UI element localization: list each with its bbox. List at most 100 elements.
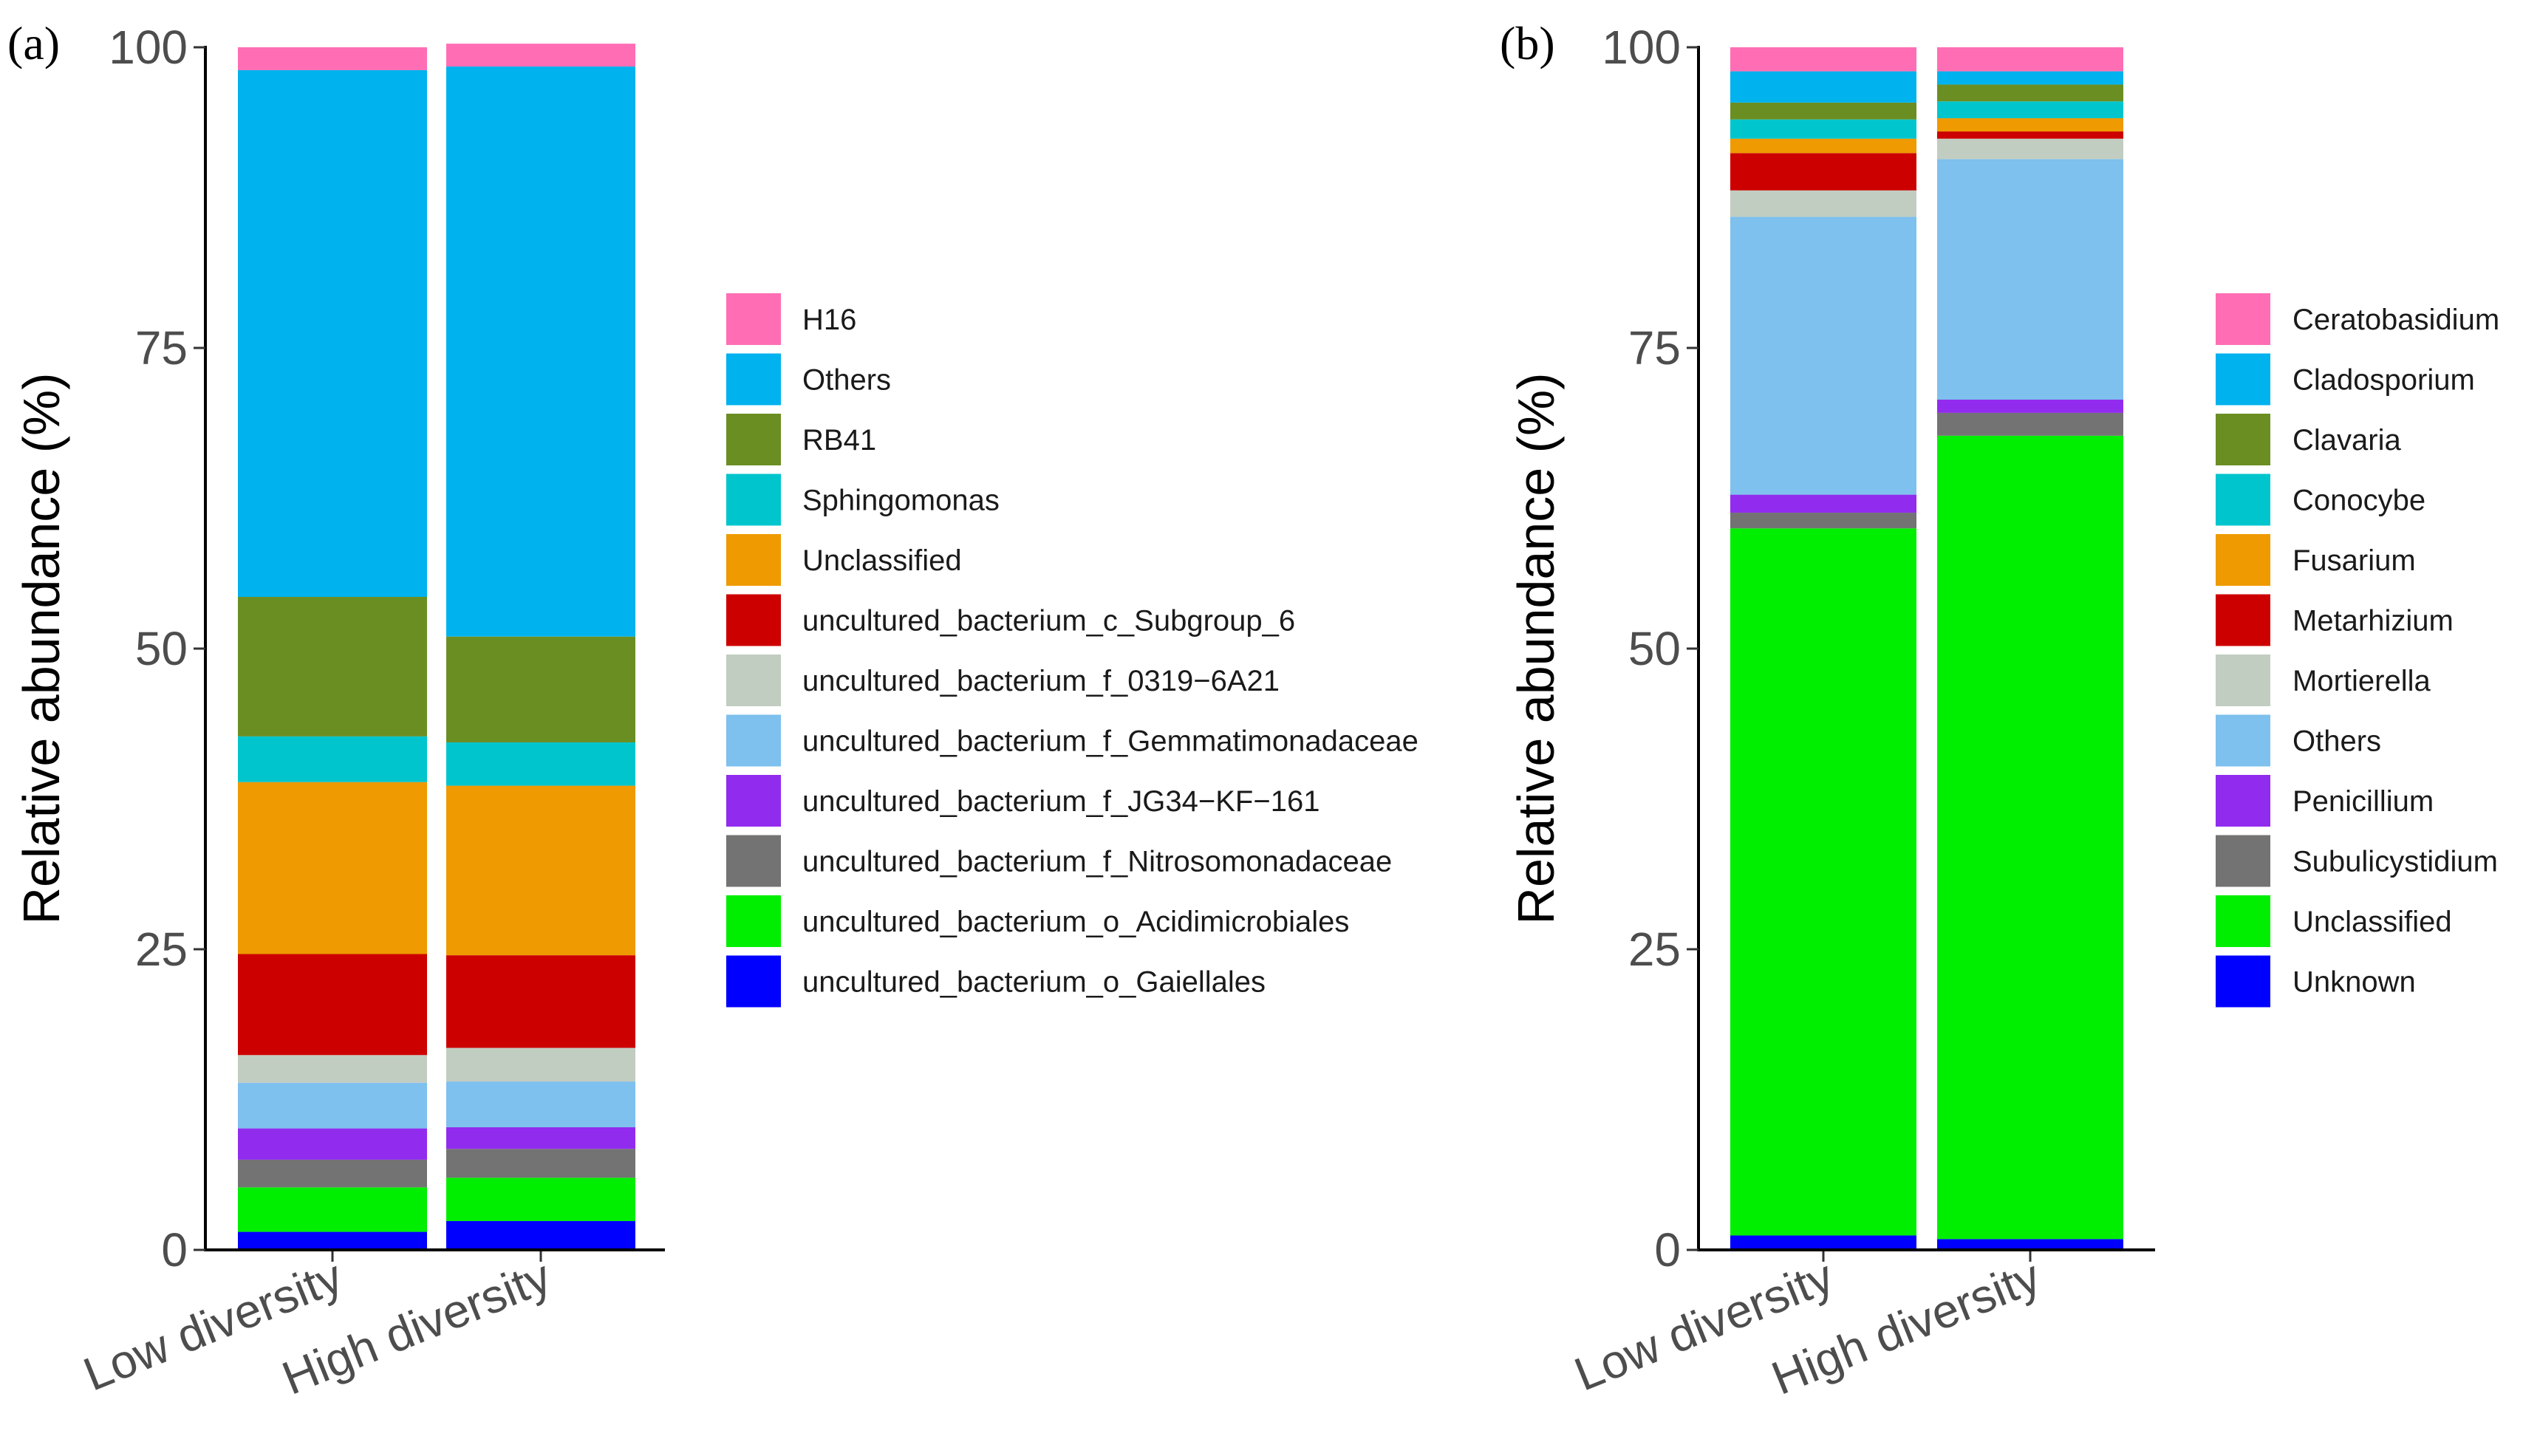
legend-swatch-3 <box>726 474 781 526</box>
bar-segment-low-7 <box>238 782 427 954</box>
legend-swatch-1 <box>726 353 781 406</box>
legend-label-0: H16 <box>802 304 856 336</box>
legend-swatch-7 <box>2216 714 2270 767</box>
bar-segment-high-9 <box>446 636 635 742</box>
legend-label-0: Ceratobasidium <box>2292 304 2499 336</box>
bar-segment-low-10 <box>238 69 427 597</box>
y-tick-label-1: 25 <box>135 923 188 976</box>
legend-label-9: uncultured_bacterium_f_Nitrosomonadaceae <box>802 846 1392 878</box>
legend-label-5: uncultured_bacterium_c_Subgroup_6 <box>802 605 1295 638</box>
legend-swatch-11 <box>2216 955 2270 1008</box>
legend-label-11: uncultured_bacterium_o_Gaiellales <box>802 966 1266 999</box>
legend-label-6: Mortierella <box>2292 665 2431 697</box>
bar-segment-high-8 <box>446 742 635 786</box>
panel-label-a: (a) <box>7 17 60 69</box>
legend-swatch-4 <box>2216 534 2270 586</box>
legend-label-1: Others <box>802 364 891 397</box>
bar-segment-low-0 <box>238 1231 427 1250</box>
y-tick-label-0: 0 <box>161 1223 188 1276</box>
bar-segment-high-4 <box>1937 159 2123 400</box>
bar-segment-low-11 <box>238 47 427 70</box>
bar-segment-high-5 <box>446 1047 635 1082</box>
bar-segment-high-11 <box>446 44 635 67</box>
legend-swatch-2 <box>2216 414 2270 465</box>
bar-segment-low-5 <box>238 1055 427 1083</box>
legend-swatch-10 <box>2216 895 2270 947</box>
legend-label-8: Penicillium <box>2292 785 2434 818</box>
legend-swatch-5 <box>2216 594 2270 646</box>
bar-segment-high-1 <box>446 1178 635 1221</box>
y-tick-label-2: 50 <box>135 622 188 675</box>
bar-segment-high-11 <box>1937 47 2123 72</box>
bar-segment-high-1 <box>1937 435 2123 1240</box>
bar-segment-low-4 <box>1730 216 1916 495</box>
legend-label-2: Clavaria <box>2292 424 2401 457</box>
bar-segment-low-5 <box>1730 190 1916 217</box>
legend-label-4: Unclassified <box>802 544 962 577</box>
legend-label-8: uncultured_bacterium_f_JG34−KF−161 <box>802 785 1319 818</box>
bar-segment-high-2 <box>1937 412 2123 436</box>
bar-segment-low-0 <box>1730 1235 1916 1250</box>
bar-segment-high-10 <box>1937 71 2123 85</box>
y-tick-label-3: 75 <box>135 321 188 375</box>
legend-label-7: uncultured_bacterium_f_Gemmatimonadaceae <box>802 725 1418 758</box>
legend-label-3: Sphingomonas <box>802 485 1000 517</box>
y-axis-title: Relative abundance (%) <box>1507 372 1565 924</box>
legend-swatch-6 <box>2216 654 2270 706</box>
legend-swatch-9 <box>726 835 781 887</box>
legend-label-10: Unclassified <box>2292 906 2452 938</box>
bar-segment-high-6 <box>446 955 635 1048</box>
y-tick-label-4: 100 <box>109 21 188 74</box>
bar-segment-low-6 <box>1730 153 1916 191</box>
legend-label-2: RB41 <box>802 424 876 457</box>
y-tick-label-2: 50 <box>1628 622 1681 675</box>
panel-label-b: (b) <box>1500 17 1555 69</box>
bar-segment-low-1 <box>1730 528 1916 1236</box>
bar-segment-low-11 <box>1730 47 1916 72</box>
legend-label-9: Subulicystidium <box>2292 846 2498 878</box>
bar-segment-low-8 <box>238 736 427 782</box>
legend-swatch-8 <box>2216 775 2270 827</box>
bar-segment-low-6 <box>238 954 427 1056</box>
legend-label-10: uncultured_bacterium_o_Acidimicrobiales <box>802 906 1349 938</box>
legend-swatch-5 <box>726 594 781 646</box>
legend-swatch-8 <box>726 775 781 827</box>
bar-segment-low-4 <box>238 1082 427 1129</box>
legend-label-7: Others <box>2292 725 2381 758</box>
bar-segment-high-8 <box>1937 101 2123 119</box>
bar-segment-low-9 <box>1730 102 1916 120</box>
legend-swatch-0 <box>726 293 781 345</box>
legend-swatch-9 <box>2216 835 2270 887</box>
y-tick-label-1: 25 <box>1628 923 1681 976</box>
bar-segment-low-3 <box>1730 494 1916 513</box>
legend-label-5: Metarhizium <box>2292 605 2454 638</box>
legend-swatch-4 <box>726 534 781 586</box>
bar-segment-high-3 <box>446 1127 635 1149</box>
y-tick-label-0: 0 <box>1654 1223 1681 1276</box>
y-tick-label-3: 75 <box>1628 321 1681 375</box>
bar-segment-high-0 <box>446 1220 635 1250</box>
bar-segment-high-7 <box>446 785 635 956</box>
bar-segment-high-5 <box>1937 138 2123 160</box>
bar-segment-high-0 <box>1937 1239 2123 1250</box>
bar-segment-low-2 <box>238 1159 427 1188</box>
legend-label-4: Fusarium <box>2292 544 2416 577</box>
legend-swatch-3 <box>2216 474 2270 526</box>
legend-swatch-2 <box>726 414 781 465</box>
bar-segment-low-7 <box>1730 138 1916 154</box>
bar-segment-low-1 <box>238 1187 427 1232</box>
legend-swatch-6 <box>726 654 781 706</box>
legend-swatch-11 <box>726 955 781 1008</box>
bar-segment-low-8 <box>1730 119 1916 139</box>
bar-segment-high-2 <box>446 1149 635 1178</box>
legend-label-3: Conocybe <box>2292 485 2425 517</box>
legend-swatch-1 <box>2216 353 2270 406</box>
bar-segment-low-10 <box>1730 71 1916 103</box>
legend-swatch-0 <box>2216 293 2270 345</box>
bar-segment-high-7 <box>1937 118 2123 131</box>
bar-segment-high-3 <box>1937 400 2123 413</box>
bar-segment-high-6 <box>1937 131 2123 139</box>
